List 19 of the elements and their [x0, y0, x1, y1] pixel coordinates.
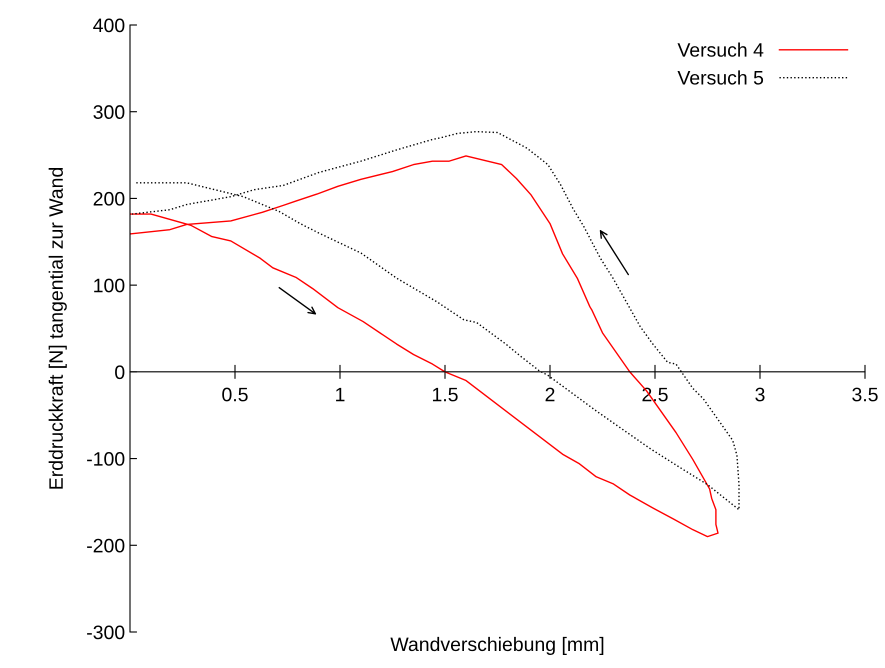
line-series [130, 155, 719, 538]
x-tick-label: 3.5 [852, 388, 878, 402]
y-tick-label: -100 [87, 452, 124, 466]
legend-label: Versuch 5 [678, 70, 764, 85]
x-tick-label: 0.5 [222, 388, 248, 402]
x-tick-label: 2 [546, 388, 554, 402]
y-axis-title: Erddruckkraft [N] tangential zur Wand [48, 168, 67, 489]
y-tick-label: 400 [93, 18, 124, 32]
x-tick-label: 1 [336, 388, 344, 402]
legend-label: Versuch 4 [678, 42, 764, 57]
y-tick-label: -200 [87, 538, 124, 553]
x-axis-title: Wandverschiebung [mm] [390, 636, 604, 655]
x-tick-label: 3 [755, 388, 765, 402]
y-tick-label: 300 [93, 105, 124, 119]
x-tick-label: 1.5 [432, 388, 458, 402]
y-tick-label: -300 [87, 625, 124, 640]
y-tick-label: 0 [115, 365, 124, 380]
y-tick-label: 100 [94, 278, 124, 292]
y-tick-label: 200 [94, 192, 124, 206]
